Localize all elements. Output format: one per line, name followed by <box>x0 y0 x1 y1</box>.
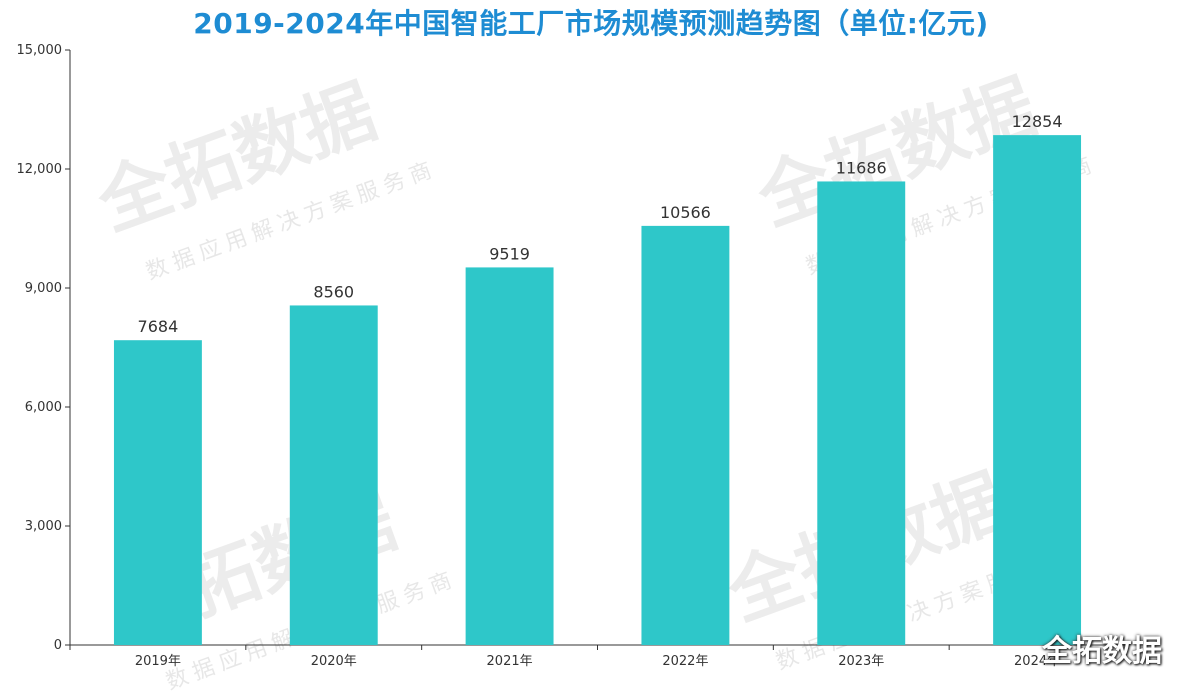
data-label-3: 10566 <box>660 203 711 222</box>
bars <box>113 135 1082 646</box>
bar-1 <box>289 305 378 645</box>
bar-5 <box>993 135 1082 645</box>
x-tick-label-5: 2024年 <box>1014 654 1060 669</box>
y-tick-label: 15,000 <box>17 43 63 58</box>
bar-4 <box>817 181 906 646</box>
x-tick-label-2: 2021年 <box>487 654 533 669</box>
y-tick-label: 6,000 <box>25 400 62 415</box>
bar-3 <box>641 225 730 645</box>
bar-2 <box>465 267 554 645</box>
y-tick-label: 3,000 <box>25 519 62 534</box>
data-labels: 7684 2019年 8560 2020年 9519 2021年 10566 2022年 116… <box>135 112 1063 669</box>
y-tick-label: 12,000 <box>17 162 63 177</box>
bar-0 <box>113 340 202 645</box>
y-tick-label: 0 <box>54 638 62 653</box>
axes: 0 3,000 6,000 9,000 12,000 15,000 <box>17 43 1126 653</box>
x-tick-label-1: 2020年 <box>311 654 357 669</box>
x-tick-label-0: 2019年 <box>135 654 181 669</box>
watermark-brand: 全拓数据 <box>86 68 387 247</box>
data-label-5: 12854 <box>1012 112 1063 131</box>
y-tick-label: 9,000 <box>25 281 62 296</box>
data-label-4: 11686 <box>836 158 887 177</box>
data-label-2: 9519 <box>489 244 530 263</box>
x-tick-label-3: 2022年 <box>662 654 708 669</box>
data-label-1: 8560 <box>313 282 354 301</box>
data-label-0: 7684 <box>138 317 179 336</box>
chart-title: 2019-2024年中国智能工厂市场规模预测趋势图（单位:亿元) <box>193 7 989 40</box>
x-tick-label-4: 2023年 <box>838 654 884 669</box>
corner-logo: 全拓数据 <box>1042 634 1162 669</box>
